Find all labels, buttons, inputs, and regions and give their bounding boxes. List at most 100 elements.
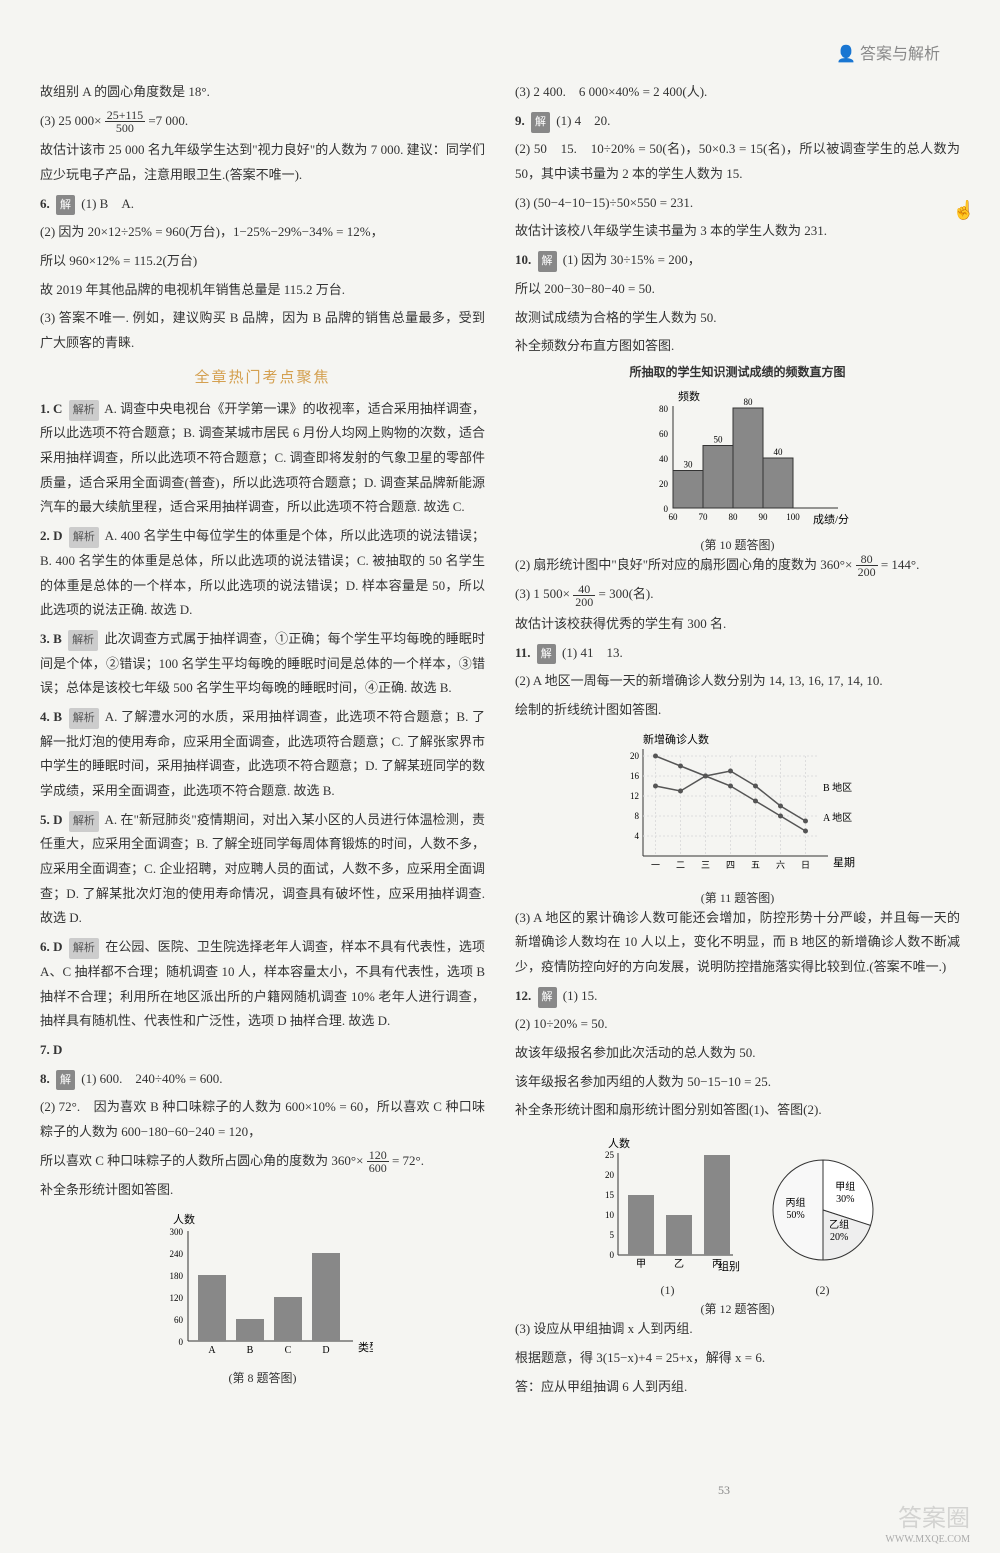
svg-text:90: 90 [758,512,768,522]
svg-text:80: 80 [743,397,753,407]
q8: 8. 解 (1) 600. 240÷40% = 600. [40,1067,485,1092]
text: (3) 25 000× 25+115 500 =7 000. [40,109,485,135]
text: (2) A 地区一周每一天的新增确诊人数分别为 14, 13, 16, 17, … [515,669,960,694]
margin-decoration: ☝ [953,200,975,221]
svg-text:16: 16 [630,771,640,781]
svg-text:15: 15 [605,1190,615,1200]
person-icon: 👤 [836,46,856,63]
svg-text:成绩/分: 成绩/分 [813,513,849,526]
q1: 1. C 解析 A. 调查中央电视台《开学第一课》的收视率，适合采用抽样调查，所… [40,397,485,520]
q5: 5. D 解析 A. 在"新冠肺炎"疫情期间，对出入某小区的人员进行体温检测，责… [40,808,485,931]
text: (3) 2 400. 6 000×40% = 2 400(人). [515,80,960,105]
svg-text:40: 40 [773,447,783,457]
left-column: 故组别 A 的圆心角度数是 18°. (3) 25 000× 25+115 50… [40,80,485,1403]
text: 故组别 A 的圆心角度数是 18°. [40,80,485,105]
text: 所以 200−30−80−40 = 50. [515,277,960,302]
two-column-layout: 故组别 A 的圆心角度数是 18°. (3) 25 000× 25+115 50… [40,80,960,1403]
chart-12-pie-wrap: 甲组30%乙组20%丙组50% (2) [758,1137,888,1298]
right-column: (3) 2 400. 6 000×40% = 2 400(人). 9. 解 (1… [515,80,960,1403]
svg-text:D: D [322,1345,329,1356]
text: (2) 50 15. 10÷20% = 50(名)，50×0.3 = 15(名)… [515,137,960,186]
chart-sub: (2) [758,1283,888,1298]
chart-caption: (第 12 题答图) [515,1300,960,1317]
chart-sub: (1) [588,1283,748,1298]
chart-12-bar-wrap: 人数 0510152025 甲乙丙 组别 (1) [588,1127,748,1298]
svg-text:20: 20 [659,479,669,489]
explain-icon: 解析 [69,708,99,729]
svg-text:人数: 人数 [608,1137,630,1150]
explain-icon: 解析 [69,938,99,959]
chart-caption: (第 10 题答图) [515,536,960,553]
explain-icon: 解析 [69,811,99,832]
text: (3) 设应从甲组抽调 x 人到丙组. [515,1317,960,1342]
svg-text:240: 240 [169,1249,183,1259]
page-number: 53 [718,1483,730,1498]
svg-text:A: A [208,1345,216,1356]
svg-text:70: 70 [698,512,708,522]
header-label: 答案与解析 [860,46,940,63]
svg-text:30%: 30% [836,1194,854,1205]
q9: 9. 解 (1) 4 20. [515,109,960,134]
text: 该年级报名参加丙组的人数为 50−15−10 = 25. [515,1070,960,1095]
q4: 4. B 解析 A. 了解澧水河的水质，采用抽样调查，此选项不符合题意；B. 了… [40,705,485,804]
explain-icon: 解析 [69,400,99,421]
answer-icon: 解 [531,112,550,133]
svg-text:120: 120 [169,1293,183,1303]
svg-text:三: 三 [700,860,709,870]
svg-text:C: C [284,1345,291,1356]
svg-text:40: 40 [659,454,669,464]
text: (3) 答案不唯一. 例如，建议购买 B 品牌，因为 B 品牌的销售总量最多，受… [40,306,485,355]
explain-icon: 解析 [69,527,99,548]
text: 所以喜欢 C 种口味粽子的人数所占圆心角的度数为 360°× 120 600 =… [40,1149,485,1175]
svg-text:频数: 频数 [678,389,700,403]
text: 故测试成绩为合格的学生人数为 50. [515,306,960,331]
svg-text:50%: 50% [786,1210,804,1221]
svg-text:100: 100 [786,512,800,522]
fraction: 25+115 500 [105,109,145,134]
text: (2) 10÷20% = 50. [515,1012,960,1037]
svg-text:20: 20 [605,1170,615,1180]
chart-12-row: 人数 0510152025 甲乙丙 组别 (1) 甲组30%乙组20%丙组50%… [515,1127,960,1298]
answer-icon: 解 [56,1070,75,1091]
text: 故 2019 年其他品牌的电视机年销售总量是 115.2 万台. [40,278,485,303]
svg-text:乙组: 乙组 [829,1218,849,1231]
svg-text:甲组: 甲组 [835,1180,855,1193]
svg-text:甲: 甲 [636,1259,646,1270]
svg-text:日: 日 [800,860,809,870]
text: (3) A 地区的累计确诊人数可能还会增加，防控形势十分严峻，并且每一天的新增确… [515,906,960,980]
svg-text:25: 25 [605,1150,615,1160]
text: (3) 1 500× 40 200 = 300(名). [515,582,960,608]
svg-text:300: 300 [169,1227,183,1237]
q6: 6. 解 (1) B A. [40,192,485,217]
footer-url: WWW.MXQE.COM [885,1534,970,1545]
svg-text:60: 60 [668,512,678,522]
q3: 3. B 解析 此次调查方式属于抽样调查，①正确；每个学生平均每晚的睡眠时间是个… [40,627,485,701]
svg-text:五: 五 [750,860,759,870]
svg-text:一: 一 [650,860,659,870]
fraction: 120 600 [367,1149,389,1174]
svg-text:30: 30 [683,459,693,469]
chart-11-line: 新增确诊人数 48121620一二三四五六日 星期 B 地区 A 地区 [608,731,868,881]
svg-text:8: 8 [634,811,639,821]
svg-text:二: 二 [675,860,684,870]
page-header: 👤 答案与解析 [836,40,940,64]
q12: 12. 解 (1) 15. [515,984,960,1009]
svg-text:0: 0 [178,1337,183,1347]
svg-text:六: 六 [775,859,784,870]
text: 故估计该市 25 000 名九年级学生达到"视力良好"的人数为 7 000. 建… [40,138,485,187]
fraction: 40 200 [573,583,595,608]
section-title: 全章热门考点聚焦 [40,366,485,387]
text: 补全条形统计图和扇形统计图分别如答图(1)、答图(2). [515,1098,960,1123]
text: 答：应从甲组抽调 6 人到丙组. [515,1375,960,1400]
svg-text:组别: 组别 [718,1259,740,1273]
q6b: 6. D 解析 在公园、医院、卫生院选择老年人调查，样本不具有代表性，选项 A、… [40,935,485,1034]
svg-text:B 地区: B 地区 [823,781,852,794]
svg-text:4: 4 [634,831,639,841]
fraction: 80 200 [856,553,878,578]
svg-text:60: 60 [659,429,669,439]
chart-12-pie: 甲组30%乙组20%丙组50% [758,1145,888,1275]
text: 故估计该校获得优秀的学生有 300 名. [515,612,960,637]
q7: 7. D [40,1038,485,1063]
text: 补全频数分布直方图如答图. [515,334,960,359]
svg-text:180: 180 [169,1271,183,1281]
